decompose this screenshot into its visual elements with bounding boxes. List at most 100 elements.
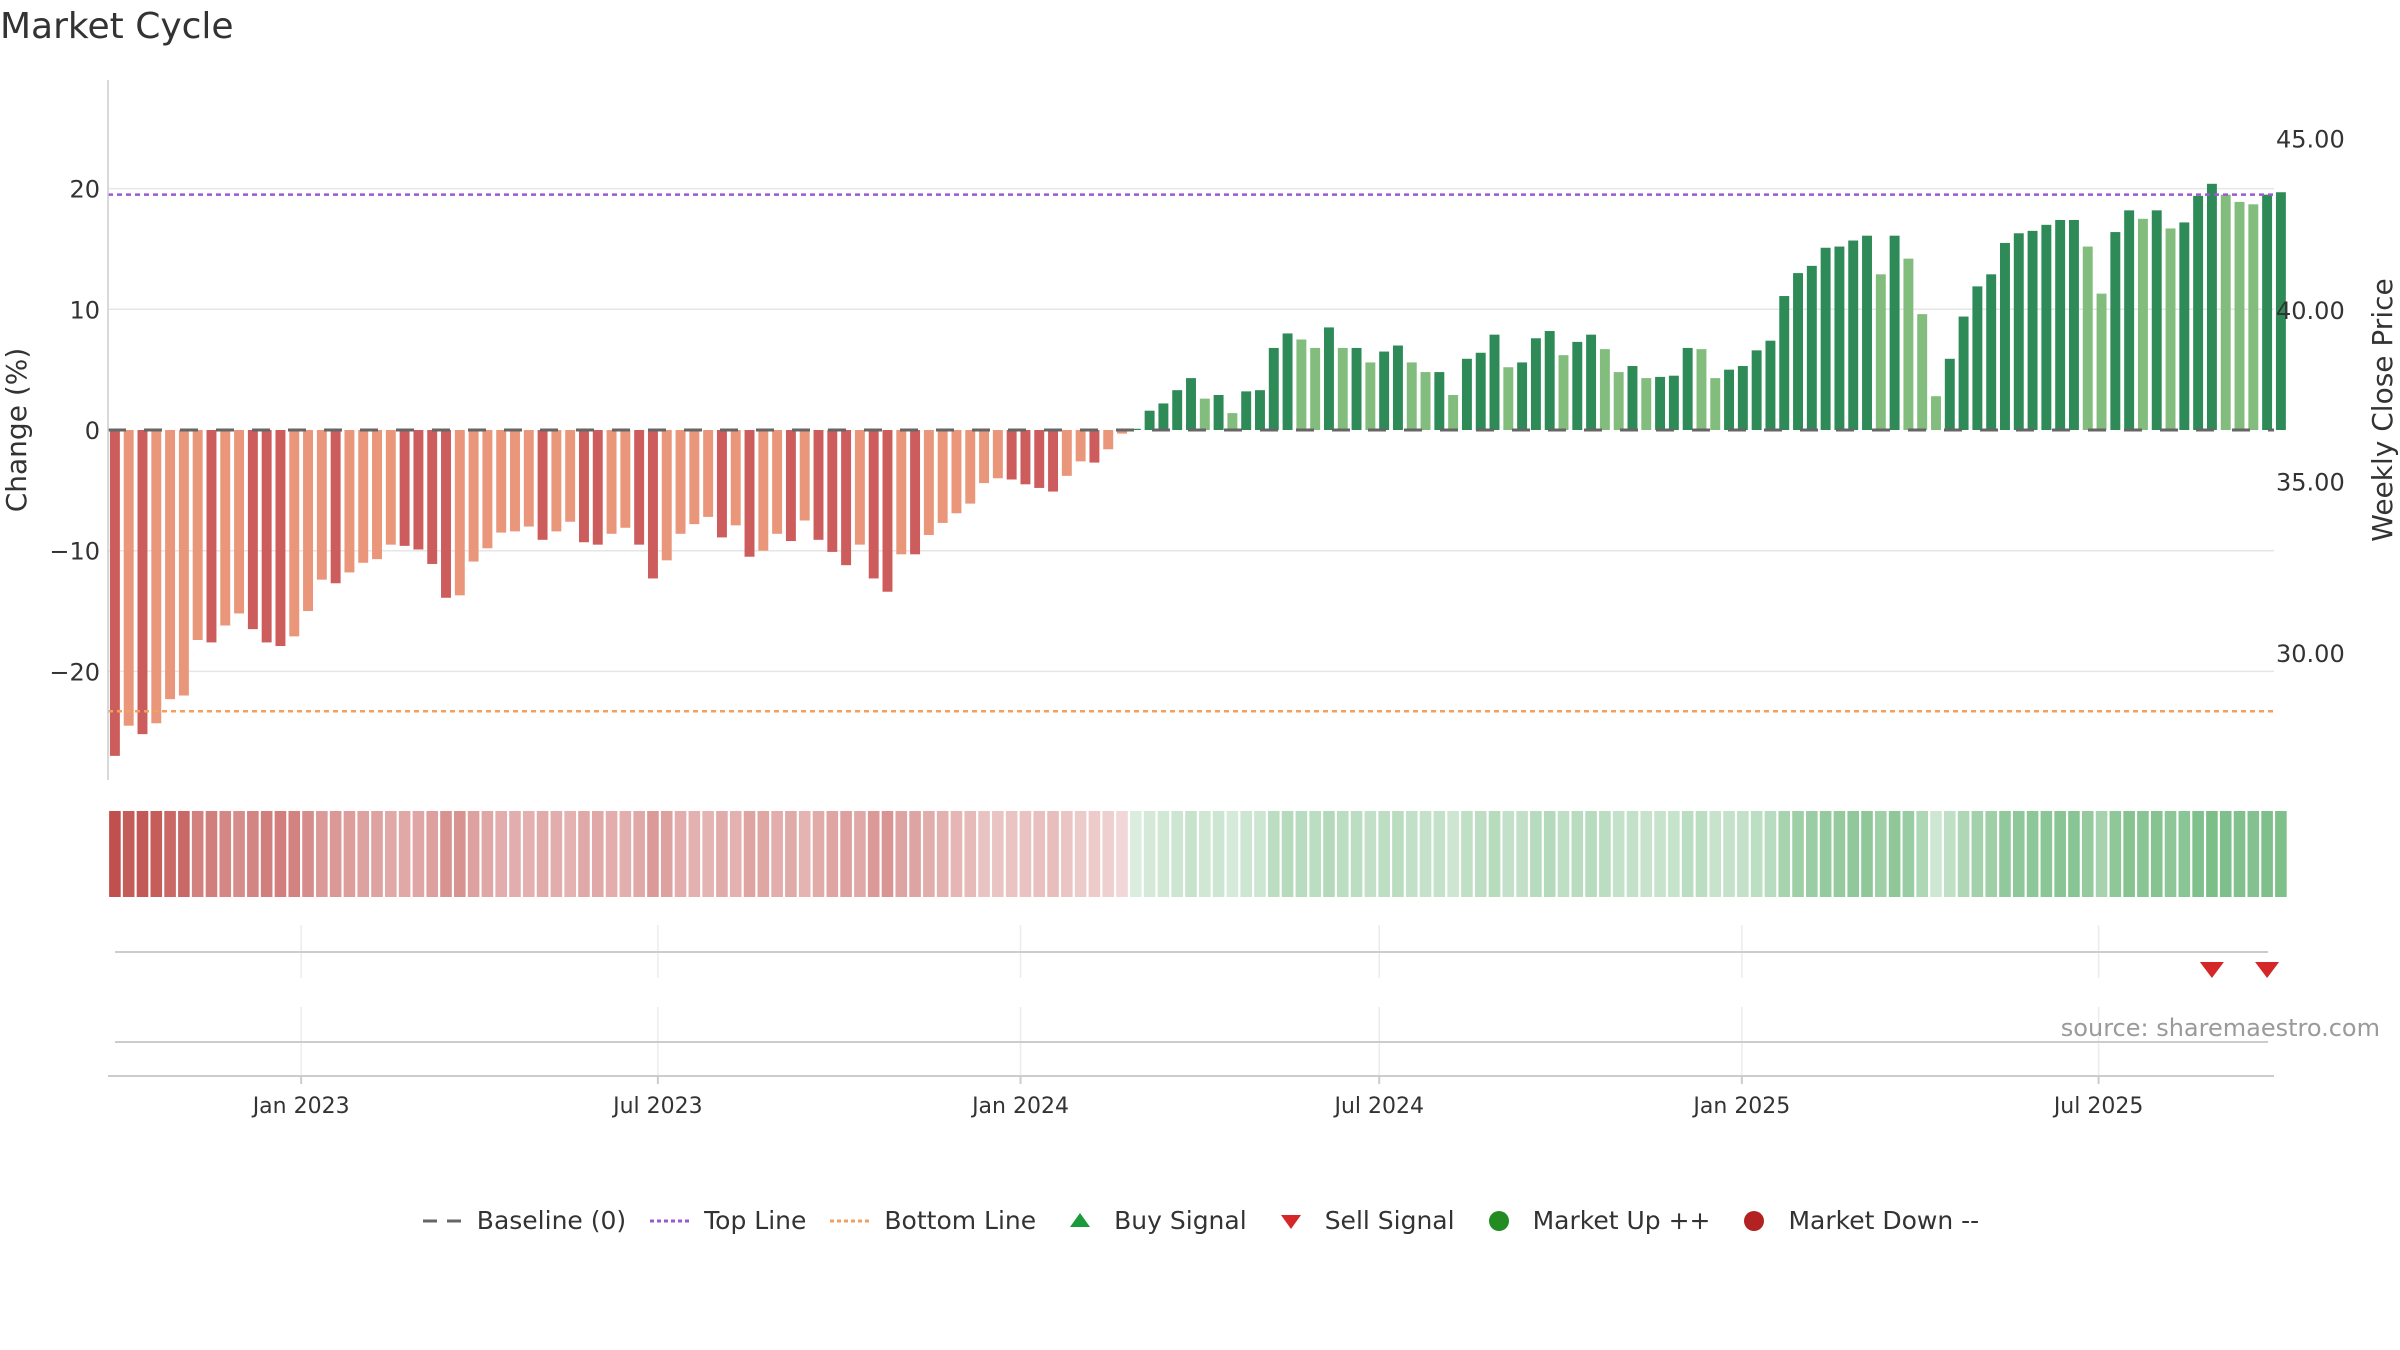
heat-cell xyxy=(1999,811,2011,897)
legend-swatch-dot-line-orange xyxy=(830,1219,871,1222)
legend-swatch-triangle-up xyxy=(1070,1212,1091,1227)
heat-cell xyxy=(674,811,687,897)
heat-cell xyxy=(1695,811,1708,897)
x-tick-label: Jul 2024 xyxy=(1332,1094,1424,1119)
heat-cell xyxy=(757,811,770,897)
heat-cell xyxy=(1916,811,1928,897)
heat-cell xyxy=(923,811,935,897)
heat-cell xyxy=(1323,811,1335,897)
y-left-tick-label: −20 xyxy=(49,658,100,686)
change-bar xyxy=(1199,398,1210,430)
change-bar xyxy=(1020,430,1031,485)
change-bar xyxy=(1820,247,1831,430)
change-bar xyxy=(2165,228,2176,430)
change-bar xyxy=(2055,220,2066,430)
change-bar xyxy=(979,430,990,484)
x-tick-label: Jan 2024 xyxy=(970,1094,1069,1119)
change-bar xyxy=(2041,224,2052,430)
change-bar xyxy=(2137,218,2148,430)
change-bar xyxy=(1958,316,1969,430)
change-bar xyxy=(1475,352,1486,430)
legend-mark xyxy=(1070,1212,1091,1227)
heat-cell xyxy=(247,811,259,897)
change-bar xyxy=(1862,235,1872,430)
change-bar xyxy=(1737,366,1748,430)
change-bar xyxy=(2068,220,2079,430)
change-bar xyxy=(220,430,231,626)
y-left-axis-title: Change (%) xyxy=(0,348,33,513)
heat-cell xyxy=(633,811,645,897)
change-bar xyxy=(1323,327,1334,430)
heat-cell xyxy=(1530,811,1542,897)
legend-mark xyxy=(1744,1210,1765,1231)
change-bar xyxy=(923,430,934,535)
source-note: source: sharemaestro.com xyxy=(2060,1014,2380,1042)
y-right-tick-label: 35.00 xyxy=(2276,468,2345,496)
legend-label: Buy Signal xyxy=(1114,1206,1247,1235)
heat-cell xyxy=(191,811,204,897)
legend-item: Top Line xyxy=(648,1206,806,1235)
change-bar xyxy=(716,430,727,538)
change-bar xyxy=(1627,366,1638,430)
heat-cell xyxy=(2192,811,2204,897)
heat-cell xyxy=(1750,811,1763,897)
change-bar xyxy=(1006,430,1017,480)
heat-cell xyxy=(233,811,245,897)
heat-cell xyxy=(854,811,866,897)
heat-cell xyxy=(440,811,452,897)
legend-label: Market Up ++ xyxy=(1532,1206,1711,1235)
change-bar xyxy=(1034,430,1045,488)
heat-cell xyxy=(426,811,439,897)
heat-cell xyxy=(1143,811,1156,897)
heat-cell xyxy=(619,811,632,897)
x-tick-label: Jul 2025 xyxy=(2052,1094,2144,1119)
x-tick-label: Jan 2023 xyxy=(251,1094,350,1119)
change-bar xyxy=(137,430,148,735)
heat-cell xyxy=(1378,811,1390,897)
heat-cell xyxy=(1336,811,1349,897)
change-bar xyxy=(523,430,534,527)
heat-cell xyxy=(1930,811,1942,897)
change-bar xyxy=(1793,273,1803,430)
change-bar xyxy=(1986,274,1997,430)
change-bar xyxy=(744,430,755,557)
heat-cell xyxy=(812,811,825,897)
sell-signal-marker xyxy=(2199,962,2224,978)
axes: 20 10 0 −10 −20 45.00 40.00 35.00 30.00 Change (%… xyxy=(0,80,2399,1119)
legend-swatch-dot-line-purple xyxy=(650,1219,691,1222)
heat-cell xyxy=(1130,811,1142,897)
y-right-tick-label: 40.00 xyxy=(2276,297,2345,325)
change-bar xyxy=(827,430,838,552)
change-bar xyxy=(1917,314,1928,430)
heat-cell xyxy=(260,811,273,897)
change-bar xyxy=(1448,395,1459,430)
change-bar xyxy=(303,430,314,612)
sell-signal-marker xyxy=(2255,962,2280,978)
change-bar xyxy=(1599,349,1610,430)
change-bar xyxy=(992,430,1003,479)
reference-lines xyxy=(108,193,2274,713)
change-bar xyxy=(275,430,286,647)
heat-cell xyxy=(219,811,232,897)
heat-cell xyxy=(1447,811,1459,897)
legend-item: Sell Signal xyxy=(1269,1206,1455,1235)
legend-label: Baseline (0) xyxy=(476,1206,627,1235)
change-bar xyxy=(785,430,796,542)
legend-item: Baseline (0) xyxy=(421,1206,626,1235)
change-bar xyxy=(1765,340,1776,430)
heat-cell xyxy=(578,811,590,897)
change-bar xyxy=(1489,334,1500,430)
change-bar xyxy=(2193,195,2204,430)
heat-cell xyxy=(1888,811,1901,897)
heat-cell xyxy=(1295,811,1308,897)
heat-cell xyxy=(1557,811,1570,897)
legend-item: Market Down -- xyxy=(1732,1206,1979,1235)
y-left-tick-label: 20 xyxy=(69,176,100,204)
y-left-tick-label: −10 xyxy=(49,538,100,566)
y-right-tick-label: 45.00 xyxy=(2276,125,2345,153)
heat-cell xyxy=(122,811,135,897)
heat-cell xyxy=(329,811,342,897)
heat-cell xyxy=(1640,811,1653,897)
change-bar xyxy=(247,430,258,630)
heat-cell xyxy=(1502,811,1515,897)
